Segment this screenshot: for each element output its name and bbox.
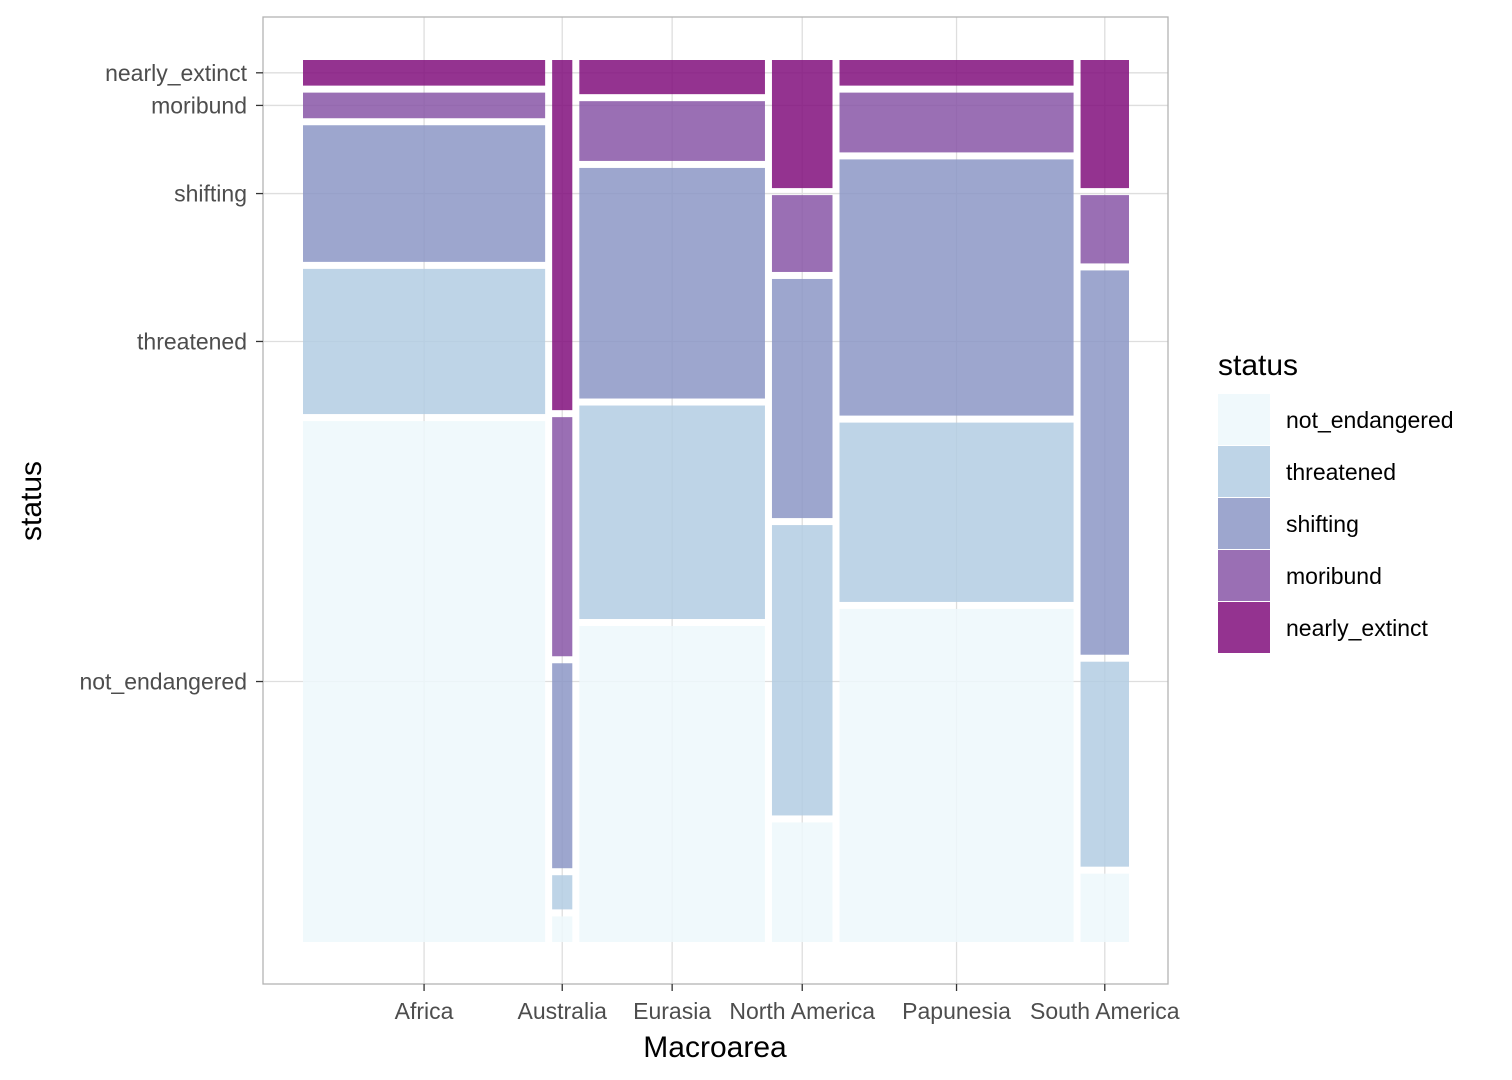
- y-axis-title: status: [15, 461, 48, 541]
- tile-africa-nearly-extinct: [303, 60, 546, 86]
- x-axis-title: Macroarea: [643, 1031, 787, 1064]
- panel-border: [262, 16, 1169, 985]
- legend-label-not-endangered: not_endangered: [1286, 407, 1454, 433]
- tile-australia-nearly-extinct: [552, 60, 573, 411]
- x-tick-label-papunesia: Papunesia: [902, 998, 1011, 1024]
- legend-swatch-not-endangered: [1218, 394, 1270, 445]
- x-tick-label-north-america: North America: [729, 998, 875, 1024]
- tile-africa-threatened: [303, 268, 546, 415]
- tile-papunesia-shifting: [839, 159, 1074, 416]
- tile-australia-moribund: [552, 417, 573, 657]
- tile-papunesia-moribund: [839, 92, 1074, 153]
- tile-australia-threatened: [552, 875, 573, 910]
- tile-north-america-shifting: [771, 278, 833, 519]
- legend-swatch-moribund: [1218, 550, 1270, 601]
- tile-australia-shifting: [552, 663, 573, 869]
- tile-africa-not-endangered: [303, 421, 546, 942]
- tile-africa-shifting: [303, 125, 546, 262]
- x-tick-label-africa: Africa: [395, 998, 454, 1024]
- legend-title: status: [1218, 349, 1298, 382]
- tile-south-america-moribund: [1080, 195, 1129, 264]
- x-tick-label-australia: Australia: [517, 998, 607, 1024]
- legend-swatch-threatened: [1218, 446, 1270, 497]
- y-tick-label-shifting: shifting: [174, 181, 247, 207]
- tile-africa-moribund: [303, 92, 546, 119]
- legend: not_endangered threatened shifting moribund…: [1218, 394, 1454, 653]
- tile-north-america-moribund: [771, 195, 833, 272]
- axis-ticks: Africa Australia Eurasia North America Papun…: [79, 60, 1179, 1024]
- tile-australia-not-endangered: [552, 916, 573, 942]
- x-tick-label-eurasia: Eurasia: [633, 998, 711, 1024]
- y-tick-label-not-endangered: not_endangered: [79, 669, 247, 695]
- tile-north-america-not-endangered: [771, 822, 833, 942]
- tile-papunesia-nearly-extinct: [839, 60, 1074, 86]
- y-tick-label-nearly-extinct: nearly_extinct: [105, 60, 248, 86]
- tile-papunesia-threatened: [839, 422, 1074, 602]
- y-tick-label-threatened: threatened: [137, 328, 247, 354]
- legend-label-nearly-extinct: nearly_extinct: [1286, 615, 1429, 641]
- tile-south-america-nearly-extinct: [1080, 60, 1129, 189]
- tile-papunesia-not-endangered: [839, 608, 1074, 942]
- x-tick-label-south-america: South America: [1030, 998, 1180, 1024]
- y-tick-label-moribund: moribund: [151, 92, 247, 118]
- tile-eurasia-nearly-extinct: [579, 60, 765, 95]
- tile-north-america-threatened: [771, 525, 833, 816]
- tile-south-america-not-endangered: [1080, 873, 1129, 942]
- tile-eurasia-shifting: [579, 167, 765, 399]
- mosaic-tiles: [303, 60, 1129, 942]
- legend-label-threatened: threatened: [1286, 459, 1396, 485]
- tile-eurasia-threatened: [579, 405, 765, 620]
- tile-eurasia-not-endangered: [579, 626, 765, 942]
- tile-south-america-threatened: [1080, 661, 1129, 867]
- tile-north-america-nearly-extinct: [771, 60, 833, 189]
- legend-label-shifting: shifting: [1286, 511, 1359, 537]
- tile-eurasia-moribund: [579, 101, 765, 161]
- legend-label-moribund: moribund: [1286, 563, 1382, 589]
- legend-swatch-nearly-extinct: [1218, 602, 1270, 653]
- legend-swatch-shifting: [1218, 498, 1270, 549]
- tile-south-america-shifting: [1080, 270, 1129, 655]
